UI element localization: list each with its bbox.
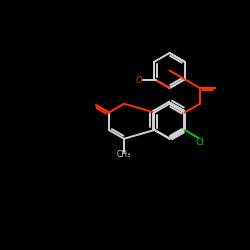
Text: O: O <box>136 76 142 85</box>
Text: CH₃: CH₃ <box>117 150 131 160</box>
Text: Cl: Cl <box>195 138 204 147</box>
